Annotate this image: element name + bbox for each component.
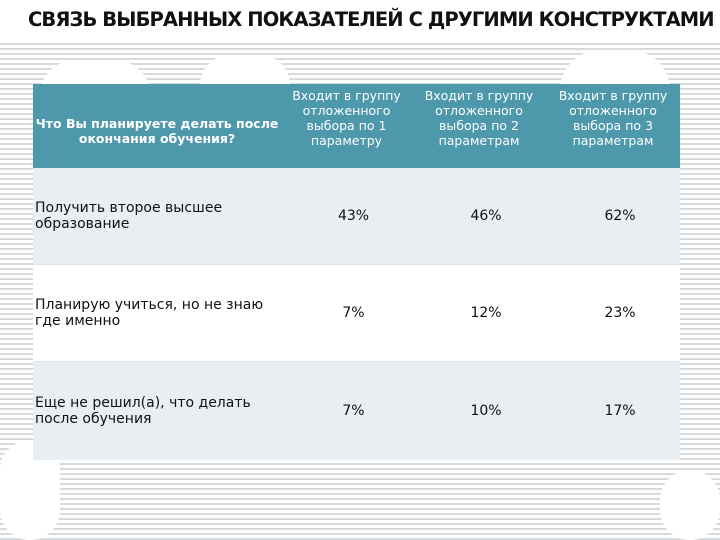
row-label: Планирую учиться, но не знаю где именно <box>33 264 281 362</box>
column-header: Входит в группу отложенного выбора по 1 … <box>281 84 412 168</box>
table-row: Планирую учиться, но не знаю где именно … <box>33 264 680 362</box>
table-cell: 62% <box>546 168 680 265</box>
column-header-label: Входит в группу отложенного выбора по 2 … <box>424 88 534 148</box>
table-header-row: Что Вы планируете делать после окончания… <box>33 84 680 168</box>
table-cell: 23% <box>546 264 680 362</box>
row-label: Еще не решил(а), что делать после обучен… <box>33 361 281 460</box>
table-cell: 46% <box>412 168 546 265</box>
column-header: Входит в группу отложенного выбора по 3 … <box>546 84 680 168</box>
table-cell: 12% <box>412 264 546 362</box>
column-header-label: Входит в группу отложенного выбора по 3 … <box>558 88 668 148</box>
page-title: СВЯЗЬ ВЫБРАННЫХ ПОКАЗАТЕЛЕЙ С ДРУГИМИ КО… <box>28 8 715 31</box>
table-cell: 7% <box>281 361 412 460</box>
table-cell: 7% <box>281 264 412 362</box>
table-row: Еще не решил(а), что делать после обучен… <box>33 361 680 460</box>
column-header-label: Входит в группу отложенного выбора по 1 … <box>292 88 401 148</box>
data-table: Что Вы планируете делать после окончания… <box>33 84 680 460</box>
column-header: Входит в группу отложенного выбора по 2 … <box>412 84 546 168</box>
table-cell: 43% <box>281 168 412 265</box>
table-cell: 10% <box>412 361 546 460</box>
column-header: Что Вы планируете делать после окончания… <box>33 84 281 168</box>
column-header-label: Что Вы планируете делать после окончания… <box>35 116 279 146</box>
row-label: Получить второе высшее образование <box>33 168 281 265</box>
table-cell: 17% <box>546 361 680 460</box>
background-shape <box>660 470 720 540</box>
table-row: Получить второе высшее образование 43% 4… <box>33 168 680 265</box>
